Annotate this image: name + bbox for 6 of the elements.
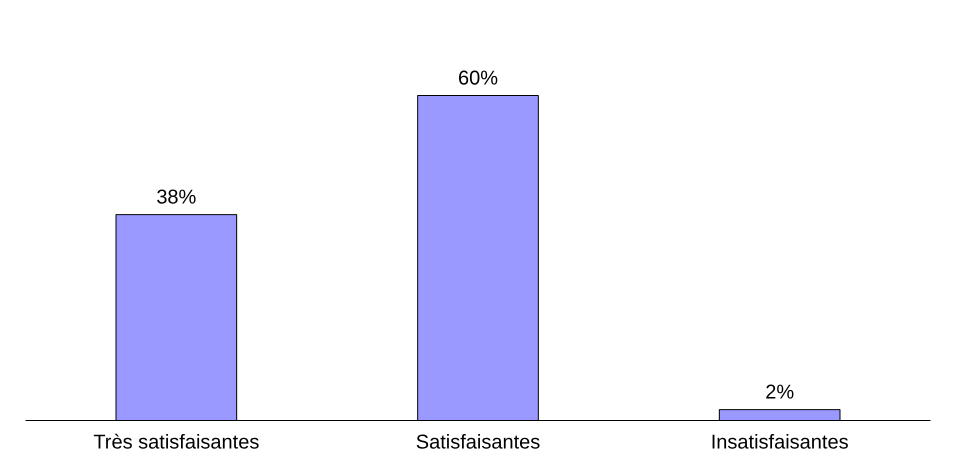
x-tick-label: Satisfaisantes [416, 432, 540, 454]
x-tick-label: Très satisfaisantes [93, 432, 260, 454]
data-label: 2% [765, 382, 794, 404]
data-label: 38% [156, 186, 197, 209]
x-tick-label: Insatisfaisantes [710, 432, 849, 454]
data-label: 60% [458, 68, 498, 90]
